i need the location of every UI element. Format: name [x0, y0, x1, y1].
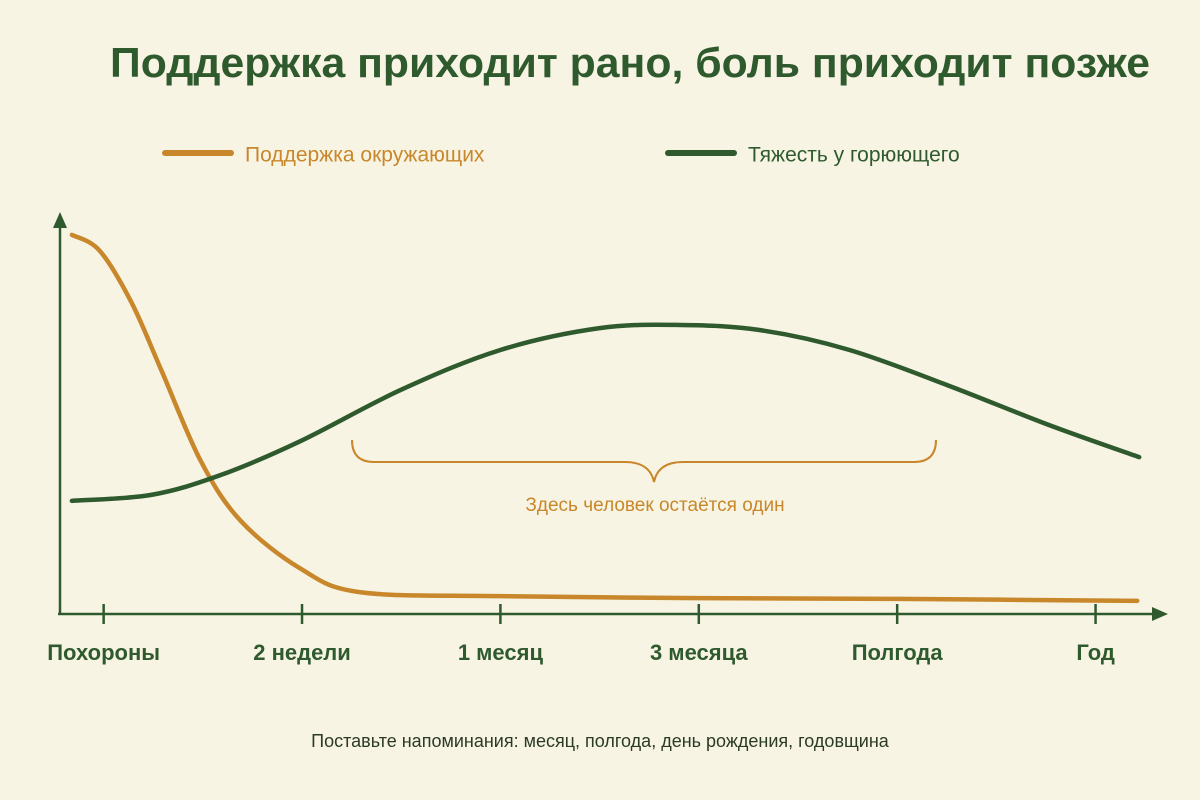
x-tick-label: 1 месяц [458, 640, 544, 665]
line [69, 322, 1142, 504]
brace [351, 439, 937, 483]
x-tick-label: 3 месяца [650, 640, 748, 665]
y-axis-arrow [53, 212, 67, 228]
legend-label: Поддержка окружающих [245, 144, 485, 167]
x-tick-label: Полгода [852, 640, 944, 665]
x-tick-label: Год [1076, 640, 1115, 665]
annotation: Здесь человек остаётся один [525, 495, 784, 516]
footnote: Поставьте напоминания: месяц, полгода, д… [311, 731, 890, 751]
x-tick-label: 2 недели [253, 640, 351, 665]
legend-label: Тяжесть у горюющего [748, 144, 960, 167]
x-axis-arrow [1152, 607, 1168, 621]
line [69, 232, 1140, 604]
chart-title: Поддержка приходит рано, боль приходит п… [110, 39, 1150, 86]
x-tick-label: Похороны [47, 640, 160, 665]
